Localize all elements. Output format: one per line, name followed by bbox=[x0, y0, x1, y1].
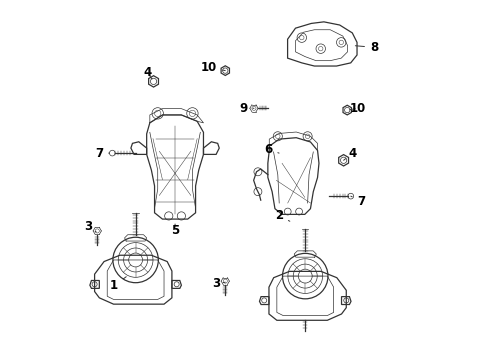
Text: 9: 9 bbox=[239, 102, 254, 115]
Text: 8: 8 bbox=[355, 41, 378, 54]
Text: 4: 4 bbox=[144, 66, 152, 79]
Text: 6: 6 bbox=[264, 143, 279, 156]
Text: 10: 10 bbox=[201, 60, 225, 73]
Text: 5: 5 bbox=[171, 224, 179, 237]
Text: 4: 4 bbox=[343, 147, 357, 160]
Text: 1: 1 bbox=[110, 277, 126, 292]
Text: 3: 3 bbox=[212, 278, 225, 291]
Text: 10: 10 bbox=[350, 102, 366, 115]
Text: 7: 7 bbox=[95, 147, 110, 159]
Text: 2: 2 bbox=[275, 210, 290, 222]
Text: 3: 3 bbox=[84, 220, 96, 233]
Text: 7: 7 bbox=[351, 195, 366, 208]
